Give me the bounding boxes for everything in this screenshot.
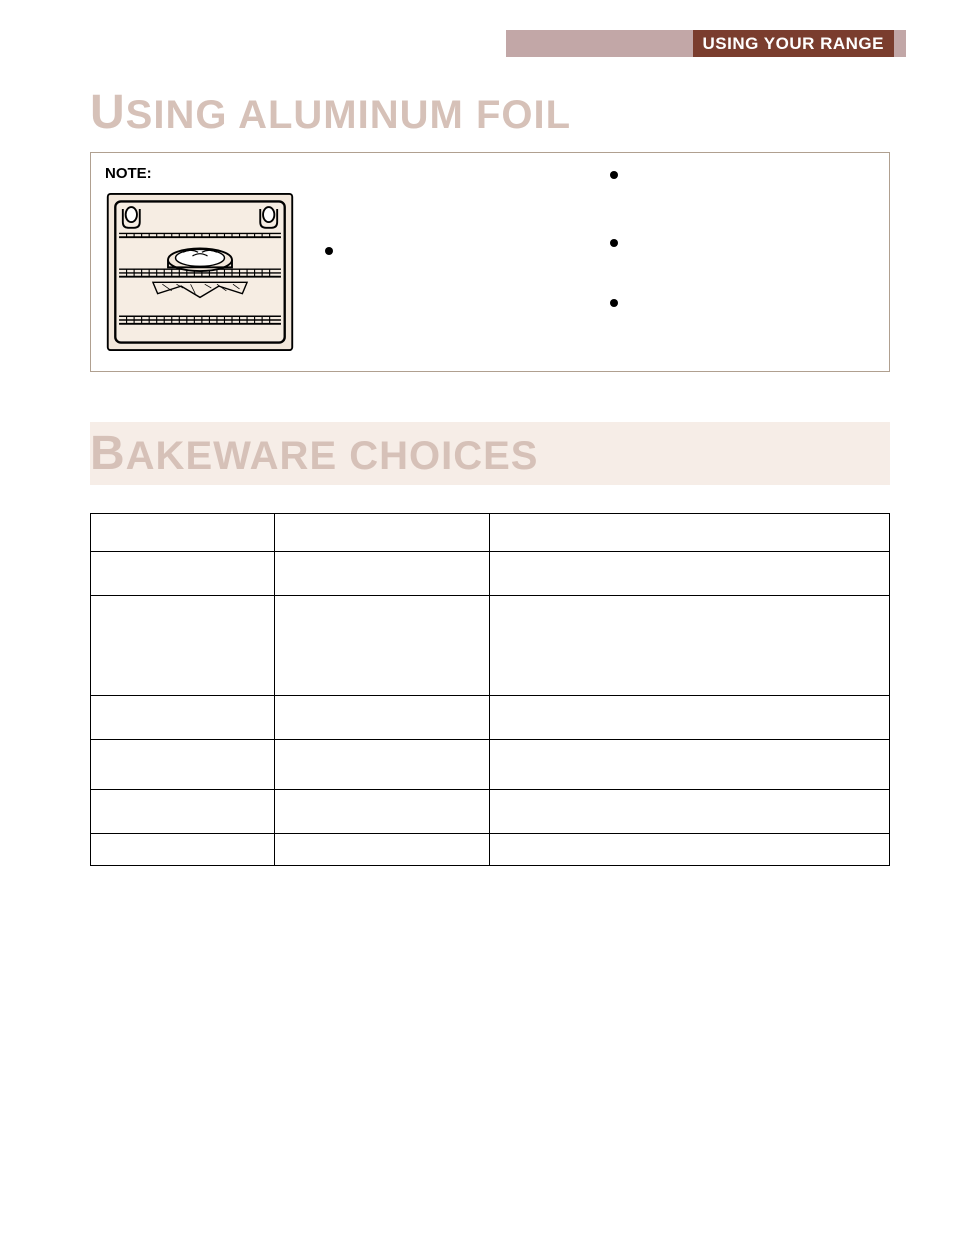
header-bar: USING YOUR RANGE xyxy=(506,30,906,57)
note-col2-text xyxy=(646,165,875,357)
section1-dropcap: U xyxy=(90,86,126,139)
note-label: NOTE: xyxy=(105,165,305,182)
note-left-column: NOTE: xyxy=(105,165,305,357)
table-cell xyxy=(490,834,890,866)
bullets-column-1 xyxy=(321,165,345,357)
header-tab: USING YOUR RANGE xyxy=(693,30,895,57)
table-cell xyxy=(274,740,490,790)
table-cell xyxy=(490,790,890,834)
table-cell xyxy=(274,514,490,552)
bullet-icon xyxy=(610,171,618,179)
section2-title-rest: AKEWARE CHOICES xyxy=(126,434,539,478)
table-cell xyxy=(274,596,490,696)
oven-with-pie-on-rack-icon xyxy=(105,192,295,352)
table-cell xyxy=(91,596,275,696)
table-cell xyxy=(274,834,490,866)
table-row xyxy=(91,834,890,866)
table-cell xyxy=(490,696,890,740)
table-row xyxy=(91,740,890,790)
note-box: NOTE: xyxy=(90,152,890,372)
table-row xyxy=(91,790,890,834)
header-tab-label: USING YOUR RANGE xyxy=(703,34,885,54)
table-row xyxy=(91,596,890,696)
table-cell xyxy=(91,552,275,596)
section-bakeware: BAKEWARE CHOICES xyxy=(90,422,890,866)
section2-title-bg: BAKEWARE CHOICES xyxy=(90,422,890,485)
table-cell xyxy=(490,740,890,790)
page-content: USING ALUMINUM FOIL NOTE: xyxy=(90,85,890,866)
table-cell xyxy=(91,514,275,552)
table-cell xyxy=(274,790,490,834)
bullet-icon xyxy=(610,299,618,307)
table-row xyxy=(91,514,890,552)
section-title-bakeware: BAKEWARE CHOICES xyxy=(90,426,890,481)
table-cell xyxy=(91,834,275,866)
bullets-column-2 xyxy=(606,165,630,357)
section-title-foil: USING ALUMINUM FOIL xyxy=(90,85,890,140)
note-col1-text xyxy=(361,165,590,357)
bullet-icon xyxy=(325,247,333,255)
table-cell xyxy=(490,514,890,552)
table-cell xyxy=(91,740,275,790)
table-cell xyxy=(490,596,890,696)
table-cell xyxy=(490,552,890,596)
section2-dropcap: B xyxy=(90,427,126,480)
table-row xyxy=(91,696,890,740)
table-cell xyxy=(91,696,275,740)
section1-title-rest: SING ALUMINUM FOIL xyxy=(126,93,571,137)
table-row xyxy=(91,552,890,596)
table-cell xyxy=(274,696,490,740)
table-cell xyxy=(274,552,490,596)
bullet-icon xyxy=(610,239,618,247)
bakeware-table xyxy=(90,513,890,866)
table-cell xyxy=(91,790,275,834)
